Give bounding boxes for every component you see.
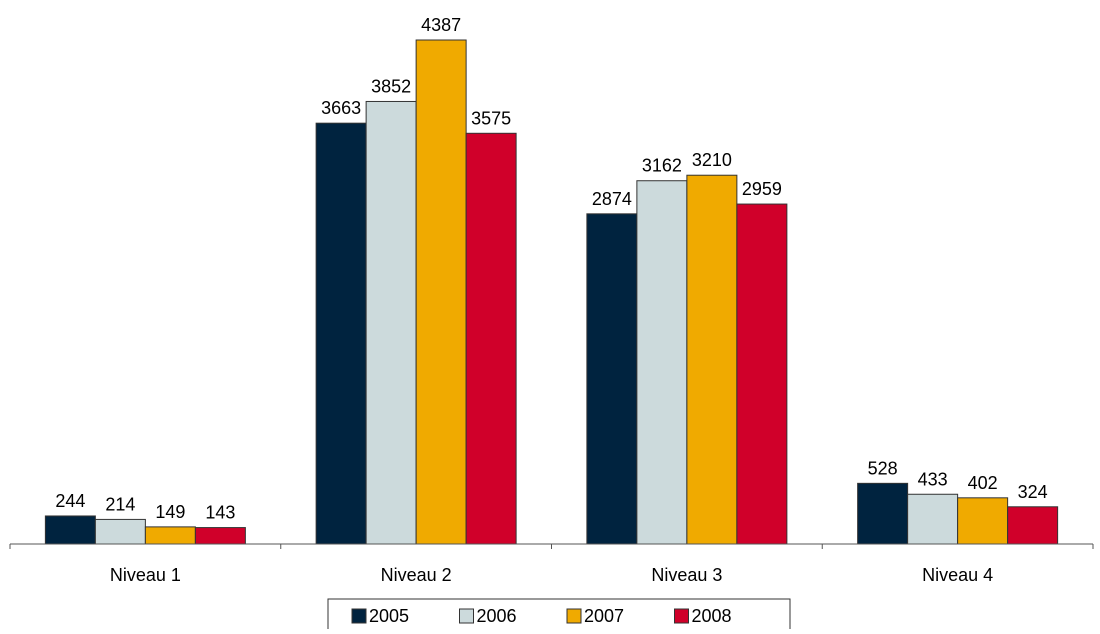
bar-2005-1 [44,515,96,545]
data-label-2006-4: 433 [918,469,948,489]
data-label-2006-3: 3162 [642,156,682,176]
bar-2008-3 [736,203,788,545]
x-axis: Niveau 1 Niveau 2 Niveau 3 Niveau 4 [9,543,1094,585]
data-label-2007-3: 3210 [692,150,732,170]
bar-2005-2 [315,122,367,545]
data-label-2007-1: 149 [155,502,185,522]
legend-swatch-2007 [566,608,582,624]
data-label-2005-2: 3663 [321,98,361,118]
bar-2007-3 [686,174,738,545]
bar-2007-1 [144,526,196,545]
legend-label-2008: 2008 [692,606,732,626]
bar-2007-4 [957,497,1009,545]
bars-layer [44,39,1059,545]
data-label-2008-1: 143 [205,503,235,523]
data-label-2005-3: 2874 [592,189,632,209]
bar-2006-4 [907,493,959,545]
bar-2008-2 [465,132,517,545]
legend-swatch-2008 [674,608,689,624]
data-labels-layer: 244 214 149 143 3663 3852 4387 3575 2874 3162 3210… [55,15,1047,523]
data-label-2006-2: 3852 [371,76,411,96]
legend-label-2006: 2006 [477,606,517,626]
data-label-2008-3: 2959 [742,179,782,199]
legend-swatch-2005 [351,608,367,624]
bar-2006-3 [636,180,688,545]
x-tick-label-4: Niveau 4 [922,565,993,585]
data-label-2007-2: 4387 [421,15,461,35]
legend-swatch-2006 [459,608,474,624]
x-tick-label-1: Niveau 1 [110,565,181,585]
bar-2005-3 [586,213,638,545]
bar-2008-4 [1007,506,1059,545]
data-label-2008-2: 3575 [471,108,511,128]
bar-2007-2 [415,39,467,545]
bar-2006-2 [365,100,417,545]
bar-2005-4 [857,482,909,545]
x-tick-label-3: Niveau 3 [651,565,722,585]
data-label-2008-4: 324 [1018,482,1048,502]
data-label-2005-1: 244 [55,491,85,511]
data-label-2007-4: 402 [968,473,998,493]
data-label-2005-4: 528 [868,458,898,478]
legend: 2005 2006 2007 2008 [327,598,791,631]
legend-label-2005: 2005 [369,606,409,626]
legend-label-2007: 2007 [584,606,624,626]
x-tick-label-2: Niveau 2 [381,565,452,585]
data-label-2006-1: 214 [105,494,135,514]
bar-2006-1 [94,518,146,545]
bar-2008-1 [194,527,246,545]
